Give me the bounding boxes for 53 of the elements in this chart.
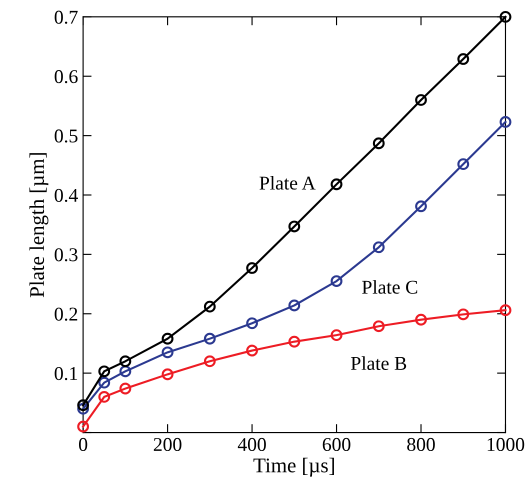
- point: [372, 320, 385, 332]
- y-tick-label: 0.2: [54, 308, 78, 321]
- point: [119, 355, 132, 368]
- point: [246, 344, 258, 356]
- point: [204, 300, 216, 313]
- point: [330, 178, 342, 190]
- point: [162, 332, 174, 345]
- point: [119, 382, 132, 394]
- point: [457, 308, 470, 320]
- x-tick-label: 0: [78, 438, 88, 452]
- point: [204, 332, 216, 345]
- point: [330, 275, 342, 288]
- point: [415, 94, 427, 106]
- point: [372, 137, 385, 150]
- series-label: Plate A: [260, 176, 316, 190]
- point: [415, 200, 427, 212]
- point: [119, 365, 132, 378]
- point: [372, 241, 385, 254]
- point: [457, 53, 470, 65]
- point: [246, 262, 258, 274]
- point: [500, 304, 512, 316]
- point: [246, 317, 258, 330]
- x-tick-label: 400: [238, 438, 266, 452]
- y-tick-label: 0.1: [54, 366, 78, 380]
- point: [288, 300, 300, 312]
- y-tick-label: 0.6: [54, 70, 78, 84]
- x-tick-label: 200: [154, 438, 182, 452]
- point: [98, 376, 110, 389]
- point: [98, 390, 110, 403]
- point: [500, 10, 512, 23]
- y-tick-label: 0.5: [54, 129, 78, 143]
- point: [288, 220, 300, 232]
- x-axis-title: Time [µs]: [253, 458, 334, 477]
- y-tick-label: 0.7: [54, 10, 78, 24]
- point: [162, 346, 174, 358]
- series-label: Plate B: [350, 356, 406, 370]
- point: [500, 116, 512, 128]
- point: [98, 365, 110, 378]
- point: [77, 399, 90, 412]
- point: [204, 355, 216, 368]
- point: [415, 314, 427, 326]
- y-axis-title: Plate length [µm]: [29, 153, 48, 298]
- x-tick-label: 800: [407, 438, 435, 452]
- y-tick-label: 0.3: [54, 248, 78, 262]
- x-tick-label: 1000: [488, 438, 524, 452]
- point: [330, 329, 342, 342]
- point: [162, 368, 174, 380]
- point: [457, 158, 470, 170]
- y-tick-label: 0.4: [54, 188, 78, 202]
- point: [288, 336, 300, 348]
- x-tick-label: 600: [322, 438, 350, 452]
- series-label: Plate C: [362, 280, 418, 294]
- point: [77, 402, 90, 415]
